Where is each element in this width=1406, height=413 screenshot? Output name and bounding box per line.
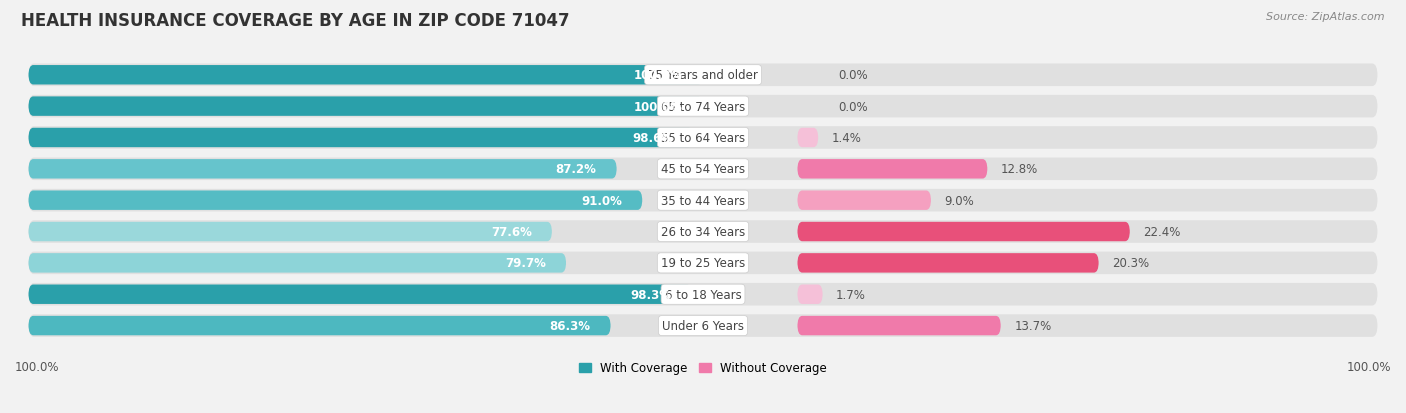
FancyBboxPatch shape [28,158,1378,180]
Text: 55 to 64 Years: 55 to 64 Years [661,132,745,145]
FancyBboxPatch shape [28,283,1378,306]
FancyBboxPatch shape [797,316,1001,335]
FancyBboxPatch shape [28,95,1378,118]
FancyBboxPatch shape [28,252,1378,275]
FancyBboxPatch shape [28,190,1378,212]
Text: 35 to 44 Years: 35 to 44 Years [661,194,745,207]
Text: 86.3%: 86.3% [550,319,591,332]
FancyBboxPatch shape [28,222,553,242]
Text: 20.3%: 20.3% [1112,257,1149,270]
FancyBboxPatch shape [28,128,693,148]
Text: 12.8%: 12.8% [1001,163,1038,176]
Text: HEALTH INSURANCE COVERAGE BY AGE IN ZIP CODE 71047: HEALTH INSURANCE COVERAGE BY AGE IN ZIP … [21,12,569,30]
Text: 98.3%: 98.3% [630,288,671,301]
Text: 91.0%: 91.0% [581,194,621,207]
Text: 100.0%: 100.0% [634,100,683,113]
Text: 6 to 18 Years: 6 to 18 Years [665,288,741,301]
Text: 100.0%: 100.0% [634,69,683,82]
FancyBboxPatch shape [797,191,931,210]
FancyBboxPatch shape [797,254,1098,273]
Text: 19 to 25 Years: 19 to 25 Years [661,257,745,270]
Text: 0.0%: 0.0% [838,69,868,82]
FancyBboxPatch shape [28,66,703,85]
Text: 65 to 74 Years: 65 to 74 Years [661,100,745,113]
Text: 1.7%: 1.7% [837,288,866,301]
Text: 75 Years and older: 75 Years and older [648,69,758,82]
Text: 26 to 34 Years: 26 to 34 Years [661,225,745,238]
Text: 22.4%: 22.4% [1143,225,1181,238]
Text: 13.7%: 13.7% [1014,319,1052,332]
FancyBboxPatch shape [28,316,610,335]
FancyBboxPatch shape [28,64,1378,87]
FancyBboxPatch shape [28,127,1378,150]
Text: 100.0%: 100.0% [1347,360,1391,373]
Text: 100.0%: 100.0% [15,360,59,373]
Text: 77.6%: 77.6% [491,225,531,238]
FancyBboxPatch shape [28,97,703,116]
FancyBboxPatch shape [28,315,1378,337]
Legend: With Coverage, Without Coverage: With Coverage, Without Coverage [574,356,832,379]
Text: Source: ZipAtlas.com: Source: ZipAtlas.com [1267,12,1385,22]
Text: 9.0%: 9.0% [945,194,974,207]
FancyBboxPatch shape [28,254,567,273]
Text: 98.6%: 98.6% [633,132,673,145]
FancyBboxPatch shape [797,160,987,179]
Text: 79.7%: 79.7% [505,257,546,270]
FancyBboxPatch shape [797,285,823,304]
FancyBboxPatch shape [797,222,1130,242]
Text: 87.2%: 87.2% [555,163,596,176]
Text: 1.4%: 1.4% [832,132,862,145]
Text: Under 6 Years: Under 6 Years [662,319,744,332]
Text: 45 to 54 Years: 45 to 54 Years [661,163,745,176]
Text: 0.0%: 0.0% [838,100,868,113]
FancyBboxPatch shape [28,221,1378,243]
FancyBboxPatch shape [797,128,818,148]
FancyBboxPatch shape [28,191,643,210]
FancyBboxPatch shape [28,285,692,304]
FancyBboxPatch shape [28,160,617,179]
